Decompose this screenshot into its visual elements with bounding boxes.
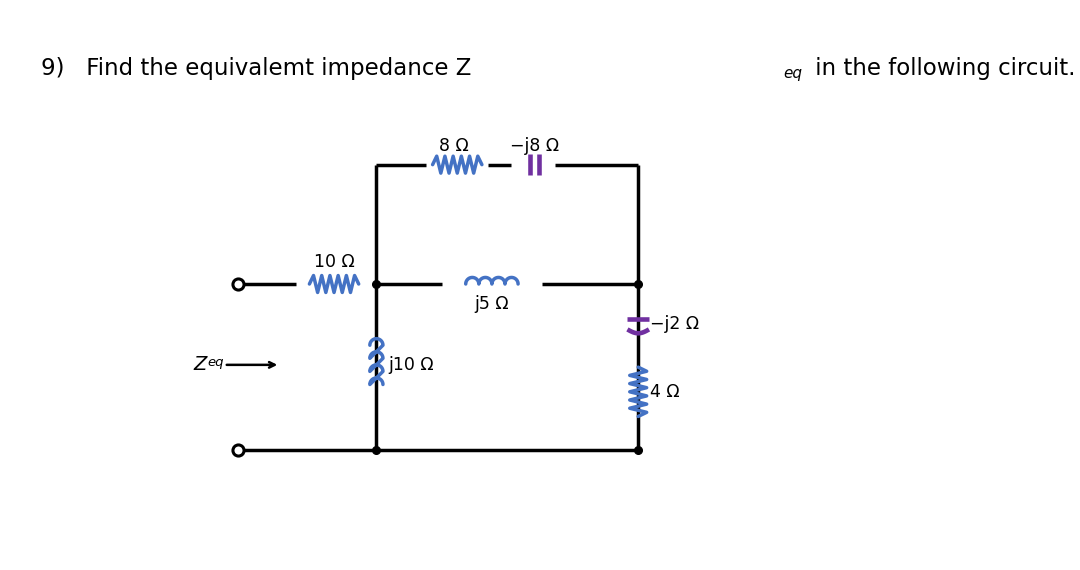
Text: 10 Ω: 10 Ω	[313, 253, 354, 271]
Text: eq: eq	[207, 356, 224, 369]
Text: −j2 Ω: −j2 Ω	[650, 315, 699, 333]
Text: 8 Ω: 8 Ω	[438, 137, 469, 154]
Text: j5 Ω: j5 Ω	[474, 295, 509, 313]
Text: j10 Ω: j10 Ω	[388, 356, 433, 374]
Text: 4 Ω: 4 Ω	[650, 383, 679, 401]
Text: in the following circuit.: in the following circuit.	[808, 57, 1076, 80]
Text: −j8 Ω: −j8 Ω	[510, 137, 558, 154]
Text: 9)   Find the equivalemt impedance Z: 9) Find the equivalemt impedance Z	[41, 57, 471, 80]
Text: Z: Z	[193, 355, 206, 374]
Text: eq: eq	[783, 66, 802, 80]
